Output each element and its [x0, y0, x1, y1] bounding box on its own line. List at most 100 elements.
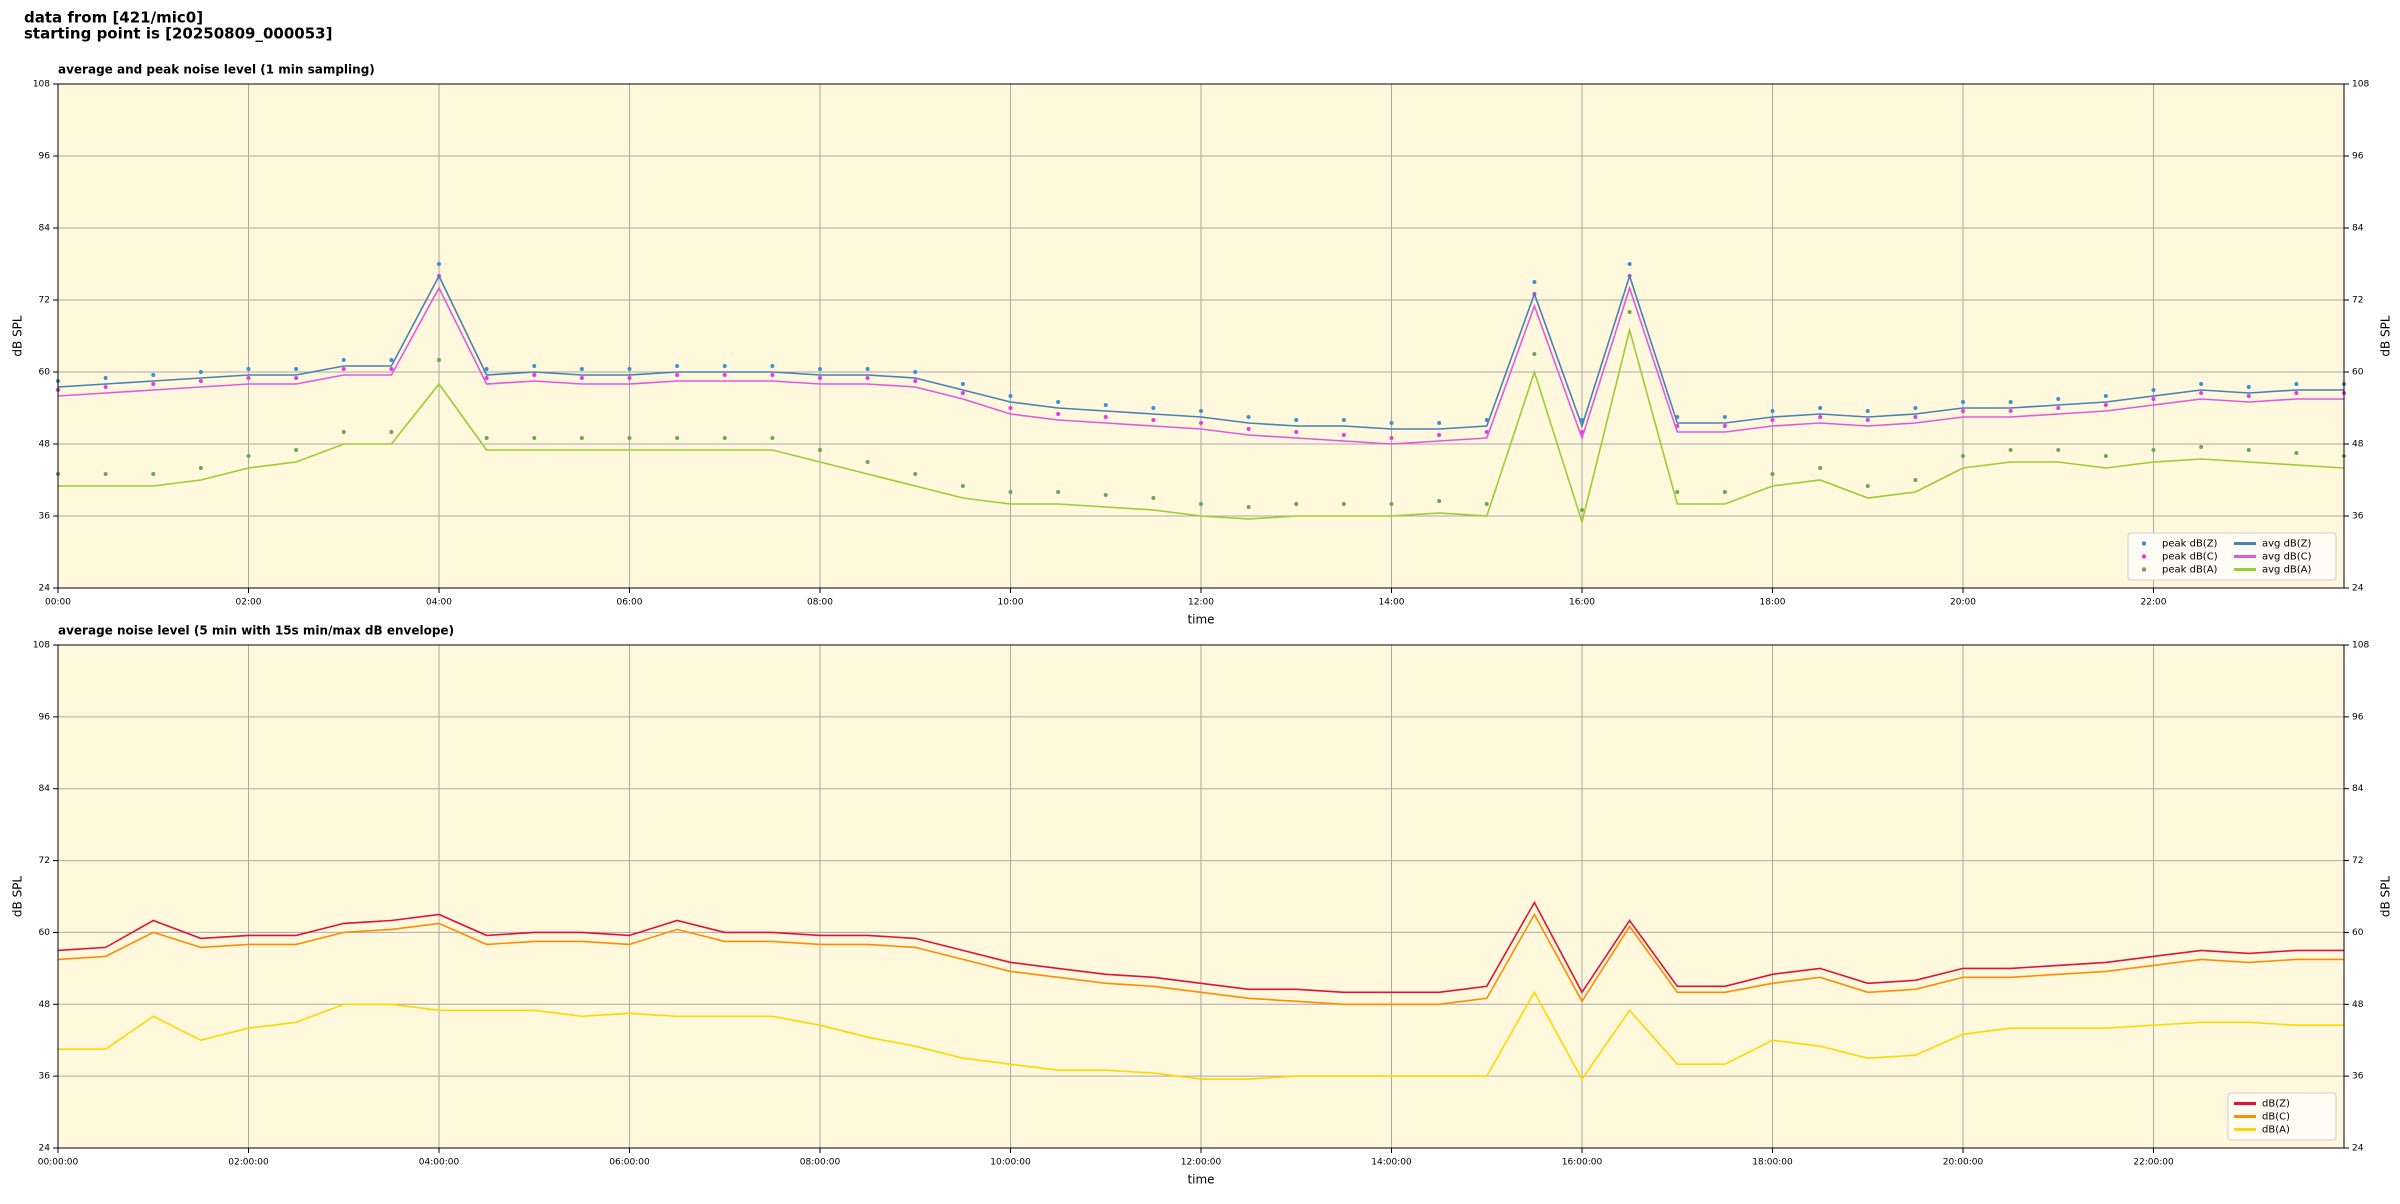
peak-point [1199, 421, 1203, 425]
y-tick-label: 96 [39, 152, 51, 162]
legend-label: peak dB(C) [2162, 552, 2218, 563]
peak-point [1056, 490, 1061, 494]
peak-point [2151, 388, 2156, 392]
legend-label: dB(C) [2262, 1112, 2290, 1123]
legend-marker [2141, 554, 2147, 559]
peak-point [960, 484, 965, 488]
peak-point [818, 448, 822, 452]
y-tick-label: 96 [39, 712, 51, 722]
peak-point [627, 436, 632, 440]
peak-point [437, 262, 441, 266]
x-tick-label: 16:00 [1569, 598, 1595, 608]
peak-point [1865, 418, 1870, 422]
series-line [57, 285, 2344, 445]
x-tick-label: 20:00:00 [1943, 1158, 1984, 1168]
peak-point [2056, 406, 2061, 410]
y-tick-label: 108 [33, 641, 50, 651]
peak-point [246, 367, 251, 371]
legend-label: dB(A) [2262, 1125, 2290, 1136]
peak-point [1151, 418, 1156, 422]
y-tick-label: 72 [2352, 856, 2363, 866]
x-tick-label: 00:00 [45, 598, 71, 608]
peak-point [1246, 505, 1251, 509]
peak-point [960, 391, 965, 395]
peak-point [2246, 448, 2251, 452]
peak-point [294, 376, 299, 380]
chart-title: average noise level (5 min with 15s min/… [58, 624, 454, 638]
peak-point [579, 376, 584, 380]
peak-point [2294, 391, 2299, 395]
peak-point [1437, 499, 1442, 503]
peak-point [1913, 415, 1918, 419]
peak-point [103, 472, 108, 476]
peak-point [532, 373, 537, 377]
legend-label: peak dB(Z) [2162, 539, 2218, 550]
peak-point [1103, 403, 1108, 407]
peak-point [2151, 397, 2156, 401]
peak-point [2008, 400, 2013, 404]
peak-point [1722, 490, 1727, 494]
x-tick-label: 18:00:00 [1752, 1158, 1793, 1168]
peak-point [579, 436, 584, 440]
peak-point [579, 367, 584, 371]
x-tick-label: 10:00:00 [990, 1158, 1031, 1168]
peak-point [1341, 418, 1346, 422]
x-tick-label: 14:00 [1379, 598, 1405, 608]
peak-point [960, 382, 965, 386]
peak-point [1199, 502, 1203, 506]
peak-point [246, 454, 251, 458]
peak-point [722, 373, 727, 377]
peak-point [1961, 409, 1965, 413]
y-tick-label: 108 [2352, 80, 2369, 90]
plot-frame [57, 644, 2345, 1149]
peak-point [1151, 406, 1156, 410]
peak-point [1151, 496, 1156, 500]
peak-point [627, 376, 632, 380]
y-axis-label: dB SPL [11, 315, 25, 357]
y-tick-label: 60 [2352, 928, 2364, 938]
y-tick-label: 36 [2352, 512, 2364, 522]
series-line [57, 912, 2344, 1006]
x-tick-label: 16:00:00 [1562, 1158, 1603, 1168]
y-tick-label: 60 [39, 928, 51, 938]
y-tick-label: 60 [2352, 368, 2364, 378]
peak-point [1484, 418, 1489, 422]
peak-point [1341, 433, 1346, 437]
peak-point [437, 358, 441, 362]
peak-point [913, 379, 918, 383]
peak-point [1008, 490, 1013, 494]
x-axis-label: time [1187, 1173, 1214, 1187]
x-tick-label: 22:00:00 [2133, 1158, 2174, 1168]
x-tick-label: 04:00 [426, 598, 452, 608]
y-tick-label: 48 [2352, 1000, 2364, 1010]
peak-point [2103, 394, 2108, 398]
legend-marker [2141, 541, 2147, 546]
y-tick-label: 84 [2352, 224, 2364, 234]
peak-point [198, 379, 203, 383]
peak-point [1389, 421, 1394, 425]
peak-point [818, 376, 822, 380]
peak-point [2151, 448, 2156, 452]
y-tick-label: 108 [33, 80, 50, 90]
y-tick-label: 36 [39, 1072, 51, 1082]
x-tick-label: 10:00 [998, 598, 1024, 608]
x-tick-label: 14:00:00 [1371, 1158, 1412, 1168]
peak-point [1008, 394, 1013, 398]
peak-point [2199, 391, 2204, 395]
peak-point [151, 373, 156, 377]
y-tick-label: 36 [39, 512, 51, 522]
peak-point [1961, 400, 1965, 404]
peak-point [1294, 502, 1299, 506]
x-tick-label: 08:00:00 [800, 1158, 841, 1168]
y-tick-label: 96 [2352, 712, 2364, 722]
peak-point [1818, 415, 1823, 419]
peak-point [341, 367, 346, 371]
y-tick-label: 84 [2352, 784, 2364, 794]
y-tick-label: 24 [39, 584, 51, 594]
y-tick-label: 48 [39, 1000, 51, 1010]
series-line [58, 990, 2344, 1081]
x-tick-label: 00:00:00 [38, 1158, 79, 1168]
peak-point [1056, 412, 1061, 416]
peak-point [2246, 385, 2251, 389]
